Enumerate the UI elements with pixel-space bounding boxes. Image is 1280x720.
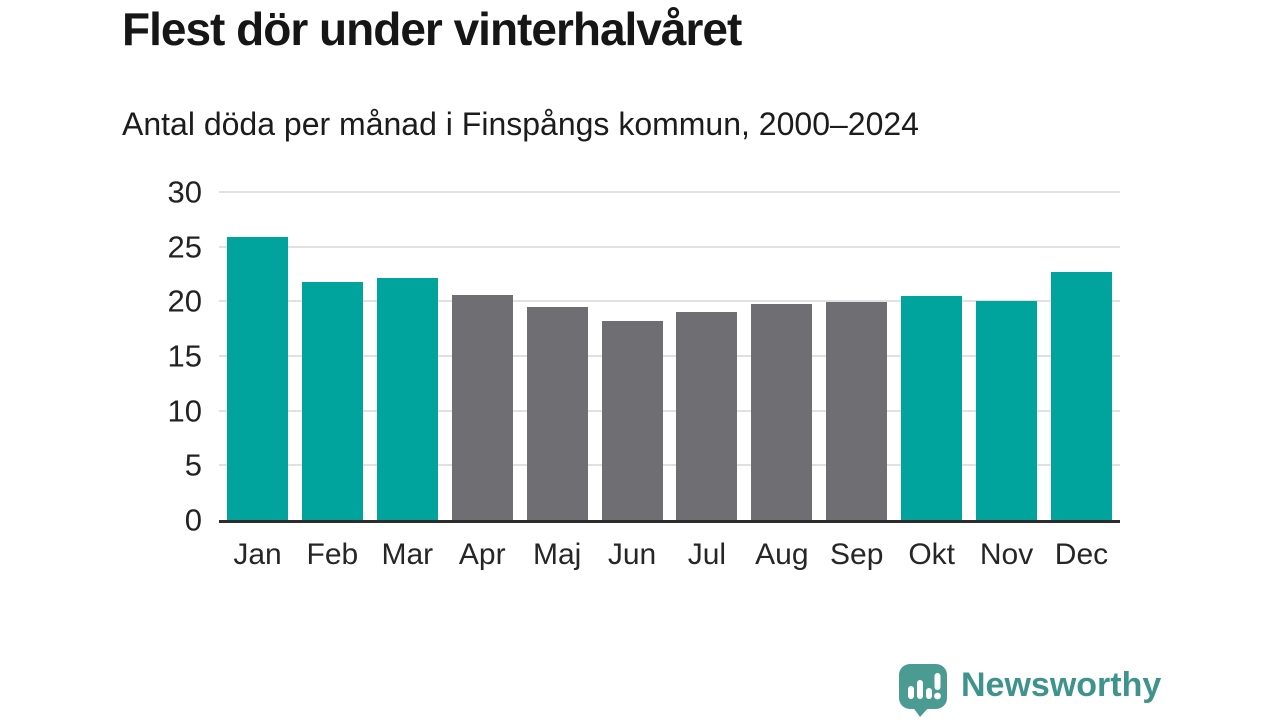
bar-sep xyxy=(826,302,888,520)
x-tick-label-nov: Nov xyxy=(979,538,1034,571)
brand-name: Newsworthy xyxy=(961,665,1162,704)
newsworthy-logo-icon xyxy=(899,664,947,717)
x-tick-label-jan: Jan xyxy=(233,538,282,571)
gridline-15 xyxy=(219,355,1120,357)
bars-container xyxy=(227,192,1112,520)
x-tick-label-maj: Maj xyxy=(532,538,582,571)
bar-nov xyxy=(976,301,1038,520)
y-tick-label-0: 0 xyxy=(184,502,202,538)
plot-area xyxy=(219,191,1120,523)
gridline-20 xyxy=(219,300,1120,303)
bar-okt xyxy=(901,295,963,520)
bar-dec xyxy=(1050,271,1112,520)
y-tick-label-15: 15 xyxy=(167,338,202,374)
y-tick-label-25: 25 xyxy=(167,229,202,265)
page-title: Flest dör under vinterhalvåret xyxy=(122,3,742,55)
x-tick-label-feb: Feb xyxy=(306,538,359,571)
x-tick-label-jun: Jun xyxy=(607,538,657,571)
x-tick-label-aug: Aug xyxy=(755,538,809,571)
x-tick-label-apr: Apr xyxy=(458,538,506,571)
bar-feb xyxy=(301,281,363,520)
bar-mar xyxy=(376,278,438,520)
x-axis-labels: Jan Feb Mar Apr Maj Jun Jul Aug Sep Okt Nov Dec xyxy=(227,538,1112,572)
chart-subtitle: Antal döda per månad i Finspångs kommun,… xyxy=(122,106,919,142)
y-axis-labels: 0 5 10 15 20 25 30 xyxy=(130,177,202,536)
y-tick-label-10: 10 xyxy=(167,393,202,429)
x-tick-label-mar: Mar xyxy=(381,538,434,571)
bar-jan xyxy=(227,236,288,520)
x-tick-label-jul: Jul xyxy=(687,538,727,571)
y-tick-label-30: 30 xyxy=(167,174,202,210)
bar-maj xyxy=(526,306,588,520)
bar-jun xyxy=(601,321,663,520)
gridline-10 xyxy=(219,409,1120,412)
brand-footer: Newsworthy xyxy=(897,662,1161,717)
gridline-5 xyxy=(219,464,1120,467)
x-tick-label-sep: Sep xyxy=(830,538,884,571)
gridline-25 xyxy=(219,245,1120,248)
x-tick-label-okt: Okt xyxy=(908,538,955,571)
y-tick-label-20: 20 xyxy=(167,283,202,319)
y-tick-label-5: 5 xyxy=(184,447,202,483)
bar-aug xyxy=(751,303,813,520)
bar-jul xyxy=(676,312,738,520)
bar-apr xyxy=(451,294,513,520)
gridline-30 xyxy=(219,191,1120,193)
x-tick-label-dec: Dec xyxy=(1054,538,1109,571)
